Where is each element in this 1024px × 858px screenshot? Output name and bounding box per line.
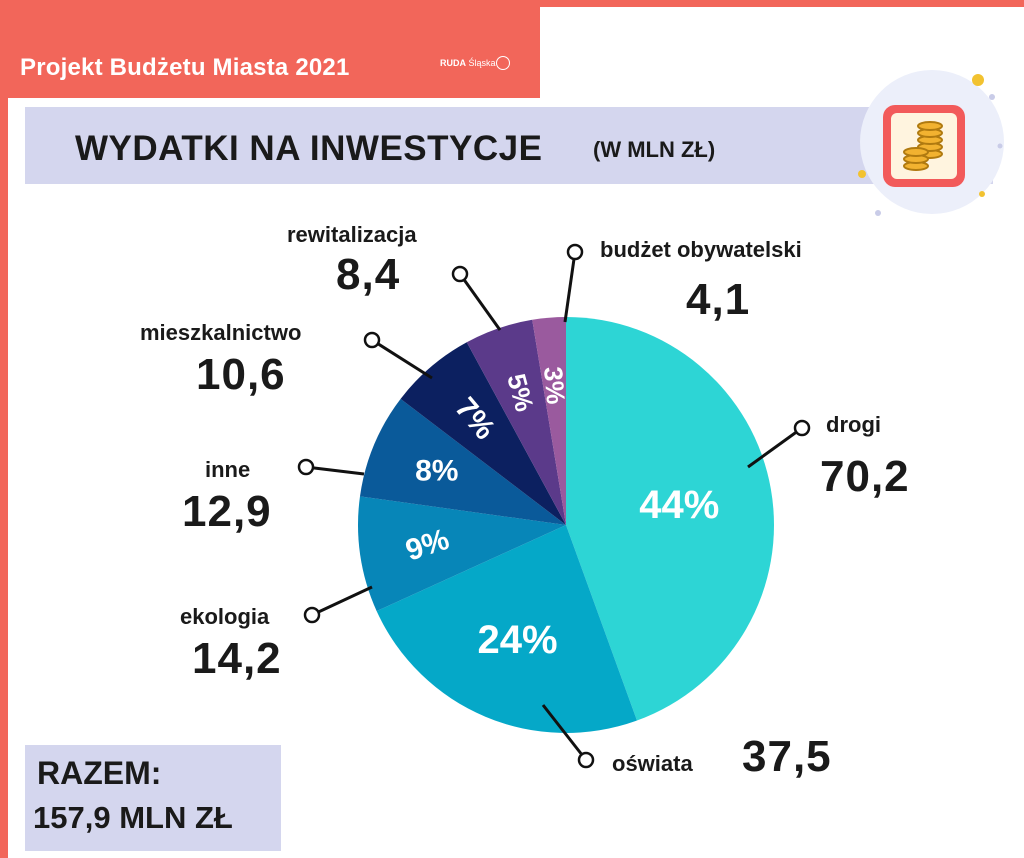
slice-name-label: ekologia	[180, 604, 270, 629]
pie-slice-inne	[359, 398, 566, 525]
pie-percent-label: 24%	[478, 618, 558, 662]
slice-name-label: rewitalizacja	[287, 222, 417, 247]
slice-name-label: inne	[205, 457, 251, 482]
callout-line	[458, 273, 502, 331]
pie-slice-ekologia	[357, 496, 566, 612]
callout-dot	[566, 243, 584, 261]
header-title: Projekt Budżetu Miasta 2021	[20, 54, 350, 81]
chart-title: WYDATKI NA INWESTYCJE	[75, 129, 543, 168]
slice-value-label: 4,1	[686, 275, 751, 324]
callout-dot	[793, 419, 811, 437]
callout-line	[541, 704, 588, 761]
pie-slice-drogi	[566, 317, 775, 721]
callout-line	[305, 465, 365, 476]
city-logo-mark	[496, 56, 510, 70]
callout-line	[311, 585, 373, 617]
frame-left-strip	[0, 0, 8, 858]
pie-slice-mieszkalnictwo	[400, 342, 566, 525]
callout-dot	[297, 458, 315, 476]
callout-dot	[363, 331, 381, 349]
city-logo: RUDA Śląska	[440, 58, 496, 68]
total-box: RAZEM: 157,9 MLN ZŁ	[25, 745, 281, 851]
slice-name-label: mieszkalnictwo	[140, 320, 302, 345]
title-band: WYDATKI NA INWESTYCJE (W MLN ZŁ)	[25, 107, 993, 184]
callout-line	[563, 251, 577, 323]
slice-value-label: 8,4	[336, 250, 401, 299]
callout-dot	[577, 751, 595, 769]
slice-name-label: drogi	[826, 412, 881, 437]
pie-slice-budzet-obywatelski	[532, 317, 566, 525]
total-label: RAZEM:	[37, 755, 162, 791]
callout-line	[371, 338, 433, 380]
slice-value-label: 14,2	[192, 634, 282, 683]
slice-value-label: 37,5	[742, 732, 832, 781]
slice-value-label: 12,9	[182, 487, 272, 536]
slice-name-label: oświata	[612, 751, 693, 776]
coins-icon	[858, 70, 1004, 216]
pie-percent-label: 44%	[639, 483, 719, 527]
callout-dot	[303, 606, 321, 624]
pie-percent-label: 8%	[415, 455, 458, 488]
slice-name-label: budżet obywatelski	[600, 237, 802, 262]
pie-slice-rewitalizacja	[466, 319, 566, 525]
pie-percent-label: 3%	[538, 365, 571, 405]
frame-top-strip	[540, 0, 1024, 7]
callout-dot	[451, 265, 469, 283]
header-band	[0, 0, 540, 98]
slice-value-label: 70,2	[820, 452, 910, 501]
callout-line	[747, 426, 803, 469]
chart-subtitle: (W MLN ZŁ)	[593, 137, 716, 162]
total-value: 157,9 MLN ZŁ	[33, 800, 233, 835]
pie-slice-oswiata	[376, 525, 637, 734]
slice-value-label: 10,6	[196, 350, 286, 399]
